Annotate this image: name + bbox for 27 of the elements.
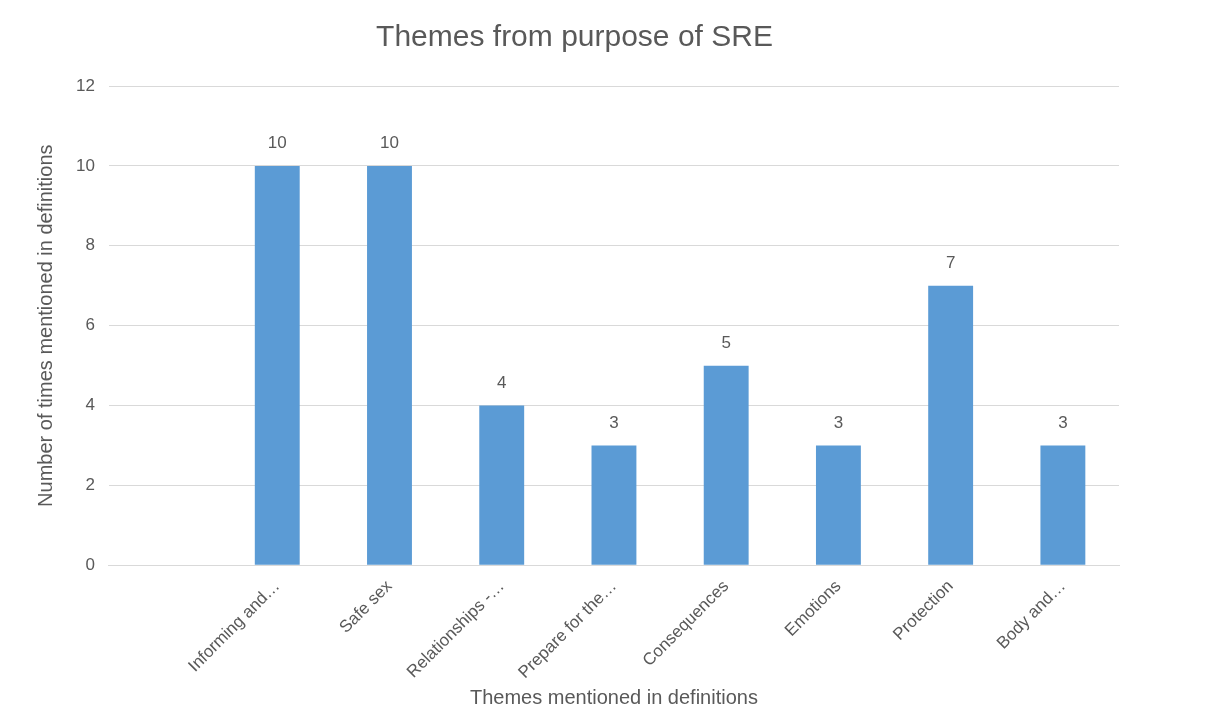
data-label: 3	[1058, 412, 1068, 432]
bar	[254, 165, 300, 565]
data-label: 4	[496, 372, 507, 392]
x-tick-label: Safe sex	[335, 575, 396, 637]
bar	[1040, 445, 1086, 565]
data-label: 5	[721, 332, 731, 352]
y-axis-title: Number of times mentioned in definitions	[33, 144, 56, 507]
data-label: 10	[380, 133, 399, 153]
chart-title: Themes from purpose of SRE	[376, 19, 773, 53]
bar	[479, 405, 525, 565]
y-tick-label: 10	[75, 155, 95, 175]
bar	[367, 165, 412, 565]
bar	[591, 445, 637, 565]
data-label: 10	[267, 133, 287, 153]
bar	[815, 445, 861, 565]
y-tick-label: 8	[85, 235, 95, 255]
y-tick-label: 2	[85, 475, 95, 495]
data-label: 3	[833, 412, 844, 432]
bar	[928, 285, 974, 565]
y-tick-label: 0	[85, 555, 95, 575]
bar	[703, 365, 749, 565]
y-tick-label: 12	[75, 75, 95, 95]
data-label: 3	[609, 412, 619, 432]
data-label: 7	[945, 252, 956, 272]
y-tick-label: 4	[85, 395, 95, 415]
y-tick-label: 6	[85, 315, 95, 335]
x-axis-title: Themes mentioned in definitions	[469, 685, 758, 708]
